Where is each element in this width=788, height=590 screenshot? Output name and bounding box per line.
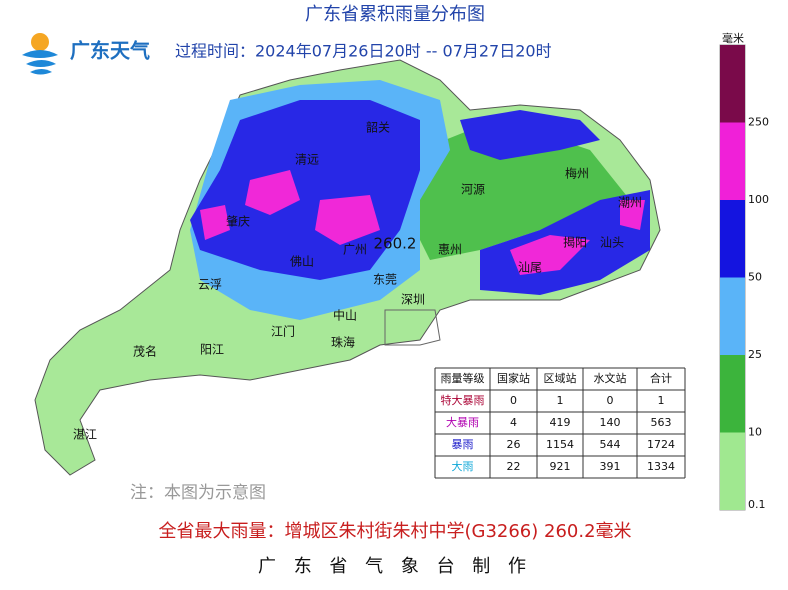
city-label: 佛山: [290, 255, 314, 269]
legend-swatch: [720, 122, 745, 200]
logo-text: 广东天气: [70, 39, 150, 63]
table-cell: 0: [607, 394, 614, 407]
table-header: 合计: [650, 371, 672, 385]
legend-swatch: [720, 45, 745, 123]
footer: 广 东 省 气 象 台 制 作: [258, 556, 532, 577]
blue-zone-ne: [460, 110, 600, 160]
table-header: 水文站: [594, 371, 627, 385]
table-cell: 1: [658, 394, 665, 407]
legend-swatch: [720, 432, 745, 510]
period: 过程时间：2024年07月26日20时 -- 07月27日20时: [175, 42, 552, 61]
legend-unit: 毫米: [722, 31, 744, 45]
max-value-label: 260.2: [374, 235, 417, 253]
table-cell: 26: [507, 438, 521, 451]
title: 广东省累积雨量分布图: [305, 4, 485, 25]
city-label: 梅州: [565, 166, 589, 181]
city-label: 广州: [343, 243, 367, 257]
city-label: 云浮: [198, 278, 222, 292]
legend-swatch: [720, 200, 745, 278]
city-label: 河源: [461, 183, 485, 197]
legend-label: 0.1: [748, 498, 766, 511]
table-cell: 921: [550, 460, 571, 473]
city-label: 东莞: [373, 273, 397, 287]
table-cell: 563: [651, 416, 672, 429]
city-label: 阳江: [200, 343, 224, 357]
table-cell: 大暴雨: [446, 415, 479, 429]
table-cell: 1334: [647, 460, 675, 473]
legend-label: 25: [748, 348, 762, 361]
legend-label: 50: [748, 271, 762, 284]
table-header: 区域站: [544, 371, 577, 385]
city-label: 韶关: [366, 120, 390, 135]
table-cell: 419: [550, 416, 571, 429]
table-cell: 4: [510, 416, 517, 429]
legend-swatch: [720, 355, 745, 433]
max-rain: 全省最大雨量：增城区朱村街朱村中学(G3266) 260.2毫米: [158, 521, 631, 542]
city-label: 中山: [333, 308, 357, 323]
green-zone: [410, 130, 630, 260]
table-cell: 大雨: [452, 459, 474, 473]
legend-label: 250: [748, 116, 769, 129]
city-label: 江门: [271, 324, 295, 339]
city-label: 珠海: [331, 335, 355, 350]
city-label: 茂名: [133, 344, 157, 359]
legend-label: 10: [748, 426, 762, 439]
legend-label: 100: [748, 193, 769, 206]
table-header: 雨量等级: [441, 371, 485, 385]
table-header: 国家站: [497, 371, 530, 385]
table-cell: 1154: [546, 438, 574, 451]
logo: [22, 33, 58, 75]
city-label: 湛江: [73, 428, 97, 442]
note: 注：本图为示意图: [130, 483, 266, 503]
city-label: 汕头: [600, 236, 624, 250]
table-cell: 特大暴雨: [441, 393, 485, 407]
table-cell: 暴雨: [452, 438, 474, 451]
city-label: 汕尾: [518, 261, 542, 275]
city-label: 潮州: [618, 195, 642, 210]
table-cell: 0: [510, 394, 517, 407]
table-cell: 544: [600, 438, 621, 451]
magenta-zone: [200, 170, 645, 275]
table-cell: 391: [600, 460, 621, 473]
legend-swatch: [720, 277, 745, 355]
table-cell: 1: [557, 394, 564, 407]
table-cell: 140: [600, 416, 621, 429]
city-label: 揭阳: [563, 235, 587, 250]
city-label: 清远: [295, 153, 319, 167]
table-cell: 22: [507, 460, 521, 473]
city-label: 深圳: [401, 293, 425, 307]
table-cell: 1724: [647, 438, 675, 451]
sea-area-outline: [384, 309, 441, 346]
city-label: 肇庆: [226, 214, 250, 229]
city-label: 惠州: [438, 243, 462, 257]
